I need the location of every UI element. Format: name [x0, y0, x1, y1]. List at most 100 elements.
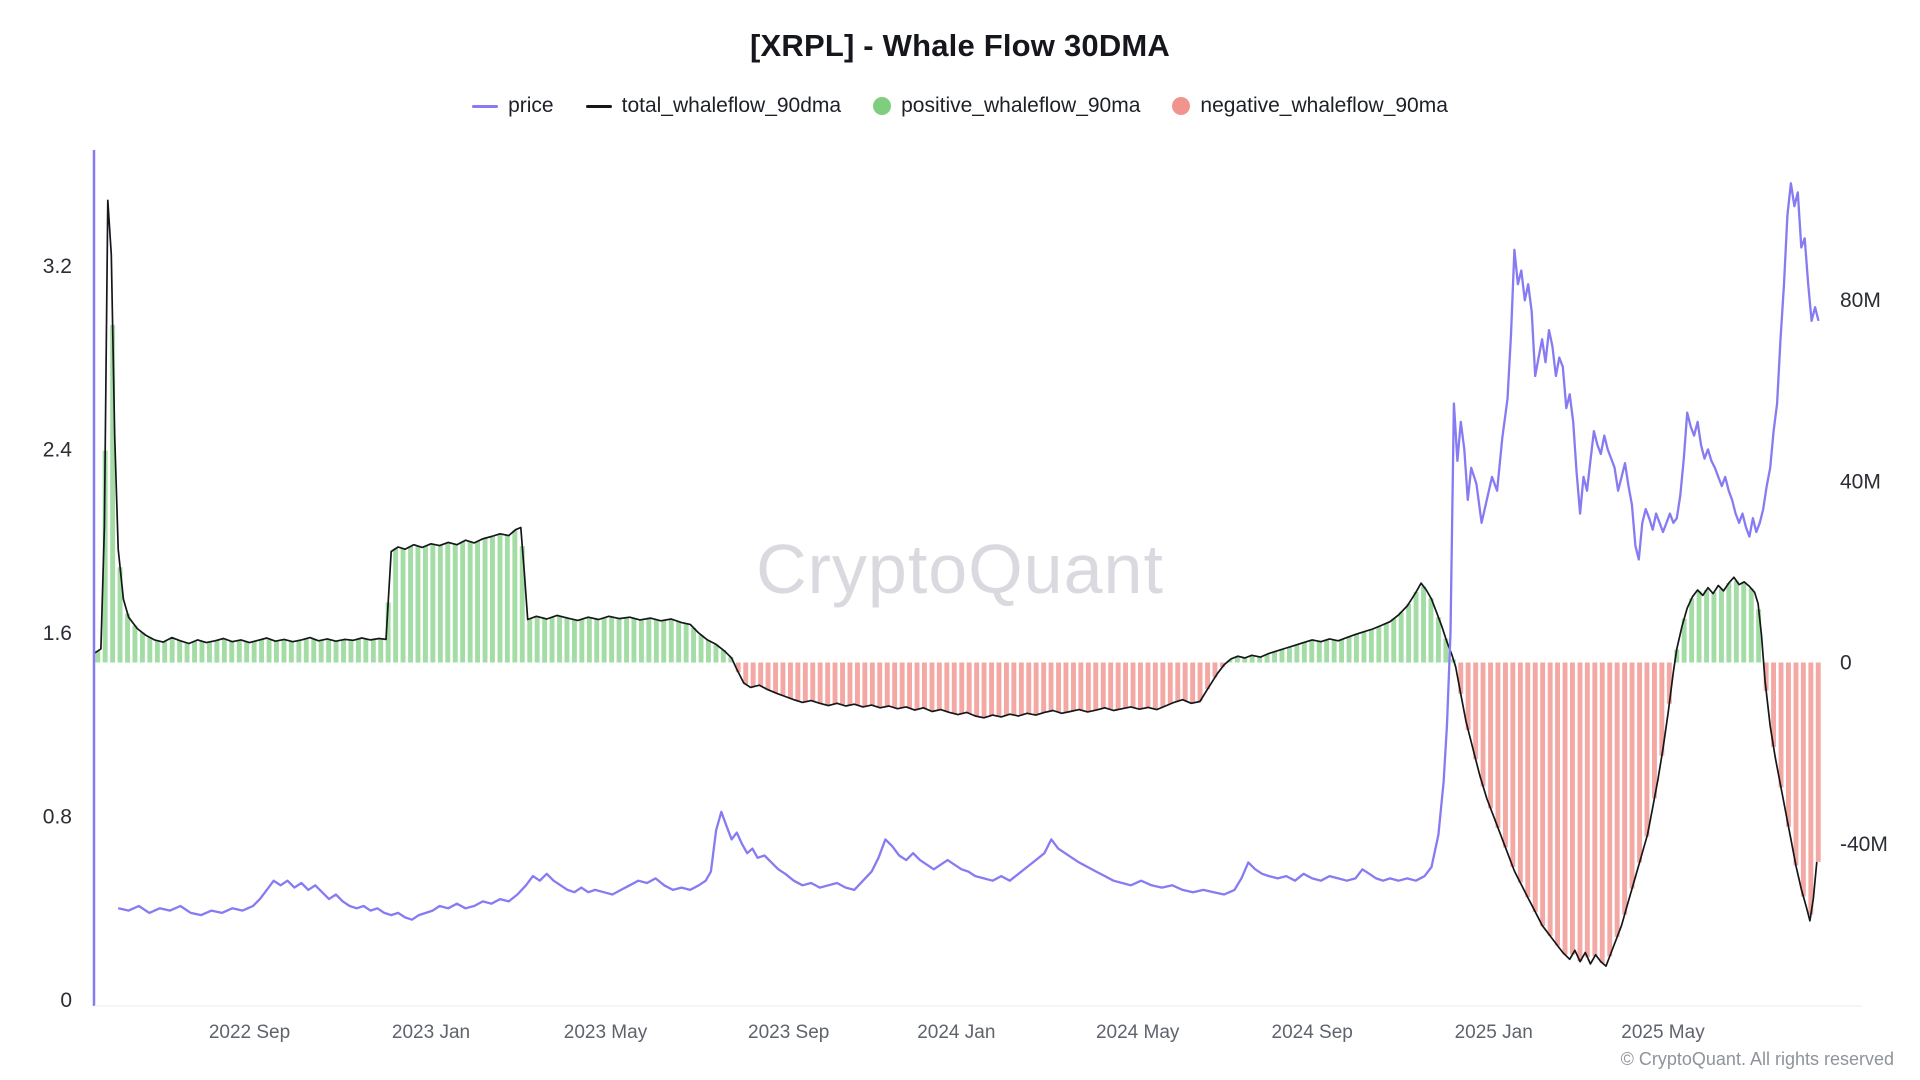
positive-flow-bar — [646, 618, 652, 663]
negative-flow-bar — [1763, 662, 1769, 691]
legend-item-price[interactable]: price — [472, 94, 554, 118]
positive-flow-bar — [1249, 655, 1255, 663]
negative-flow-bar — [1033, 662, 1039, 715]
positive-flow-bar — [281, 639, 287, 663]
negative-flow-bar — [959, 662, 965, 714]
positive-flow-bar — [154, 640, 160, 663]
positive-flow-bar — [1756, 609, 1762, 663]
watermark: CryptoQuant — [756, 530, 1164, 608]
positive-flow-bar — [1696, 591, 1702, 663]
positive-flow-bar — [475, 541, 480, 663]
positive-flow-bar — [192, 641, 197, 663]
price-axis-tick: 0.8 — [43, 806, 72, 829]
negative-flow-bar — [966, 662, 972, 714]
negative-flow-bar — [1115, 662, 1121, 710]
positive-flow-bar — [1272, 651, 1277, 663]
positive-flow-bar — [1726, 583, 1732, 663]
legend-label: price — [508, 94, 554, 117]
negative-flow-bar — [1800, 662, 1806, 897]
negative-flow-bar — [1584, 662, 1590, 958]
positive-flow-bar — [631, 618, 637, 663]
negative-flow-bar — [1666, 662, 1672, 704]
negative-flow-bar — [1637, 662, 1642, 863]
positive-flow-bar — [1264, 654, 1270, 663]
negative-flow-bar — [1659, 662, 1665, 756]
positive-flow-bar — [303, 638, 309, 663]
positive-flow-bar — [259, 639, 264, 663]
price-axis-tick: 0 — [60, 989, 72, 1012]
positive-flow-bar — [199, 641, 205, 663]
negative-flow-bar — [1532, 662, 1538, 912]
flow-axis-tick: 40M — [1840, 470, 1881, 493]
negative-flow-bar — [1488, 662, 1493, 809]
positive-flow-bar — [251, 641, 257, 663]
negative-flow-bar — [765, 662, 771, 690]
negative-flow-bar — [825, 662, 831, 706]
positive-flow-bar — [713, 644, 719, 663]
negative-flow-bar — [1108, 662, 1114, 710]
positive-flow-bar — [1324, 639, 1330, 663]
positive-flow-bar — [609, 616, 615, 663]
negative-flow-bar — [884, 662, 890, 707]
negative-flow-bar — [1540, 662, 1546, 927]
negative-flow-bar — [1480, 662, 1486, 787]
positive-flow-bar — [1339, 639, 1344, 663]
negative-flow-bar — [1138, 662, 1143, 709]
positive-flow-bar — [214, 640, 220, 663]
negative-flow-bar — [862, 662, 868, 707]
positive-flow-bar — [1287, 647, 1292, 663]
negative-flow-bar — [1100, 662, 1106, 709]
positive-flow-bar — [1376, 626, 1382, 663]
positive-flow-bar — [460, 541, 466, 663]
positive-flow-bar — [452, 544, 458, 663]
positive-flow-bar — [1681, 618, 1687, 663]
chart-title: [XRPL] - Whale Flow 30DMA — [749, 28, 1171, 63]
negative-flow-bar — [832, 662, 838, 704]
positive-flow-bar — [162, 641, 168, 663]
positive-flow-bar — [184, 642, 190, 663]
negative-flow-bar — [1197, 662, 1203, 702]
legend-item-positive-whaleflow[interactable]: positive_whaleflow_90ma — [873, 94, 1140, 118]
negative-flow-bar — [877, 662, 883, 708]
negative-flow-bar — [892, 662, 898, 708]
x-axis-tick: 2023 Sep — [748, 1022, 829, 1043]
negative-flow-bar — [1815, 662, 1821, 862]
negative-flow-bar — [1152, 662, 1158, 710]
negative-flow-bar — [743, 662, 749, 685]
positive-flow-bar — [624, 617, 629, 663]
positive-flow-bar — [1748, 588, 1754, 663]
positive-flow-bar — [1704, 589, 1709, 663]
legend-item-negative-whaleflow[interactable]: negative_whaleflow_90ma — [1172, 94, 1448, 118]
negative-flow-bar — [1085, 662, 1091, 712]
positive-flow-bar — [1391, 618, 1397, 663]
positive-flow-bar — [549, 617, 555, 663]
positive-flow-bar — [385, 602, 391, 663]
positive-flow-bar — [490, 536, 495, 663]
negative-flow-bar — [944, 662, 950, 712]
negative-flow-bar — [773, 662, 778, 693]
positive-flow-bar — [125, 613, 130, 663]
positive-flow-bar — [1227, 659, 1233, 663]
positive-flow-bar — [572, 619, 577, 663]
negative-flow-bar — [1517, 662, 1523, 883]
negative-flow-bar — [780, 662, 786, 696]
positive-flow-bar — [437, 545, 443, 663]
negative-flow-bar — [1592, 662, 1598, 957]
positive-flow-bar — [423, 546, 428, 663]
positive-flow-bar — [1383, 623, 1389, 663]
negative-flow-bar — [1614, 662, 1620, 937]
copyright-text: © CryptoQuant. All rights reserved — [1620, 1049, 1894, 1069]
positive-flow-bar — [653, 619, 659, 663]
positive-flow-bar — [95, 651, 101, 663]
negative-flow-bar — [788, 662, 793, 699]
positive-flow-bar — [1674, 649, 1680, 663]
positive-flow-bar — [207, 641, 212, 663]
positive-flow-bar — [519, 546, 525, 663]
negative-flow-bar — [1525, 662, 1531, 898]
negative-flow-bar — [840, 662, 845, 705]
legend-item-total-whaleflow[interactable]: total_whaleflow_90dma — [585, 94, 841, 118]
negative-flow-bar — [758, 662, 764, 686]
negative-flow-bar — [1175, 662, 1181, 702]
